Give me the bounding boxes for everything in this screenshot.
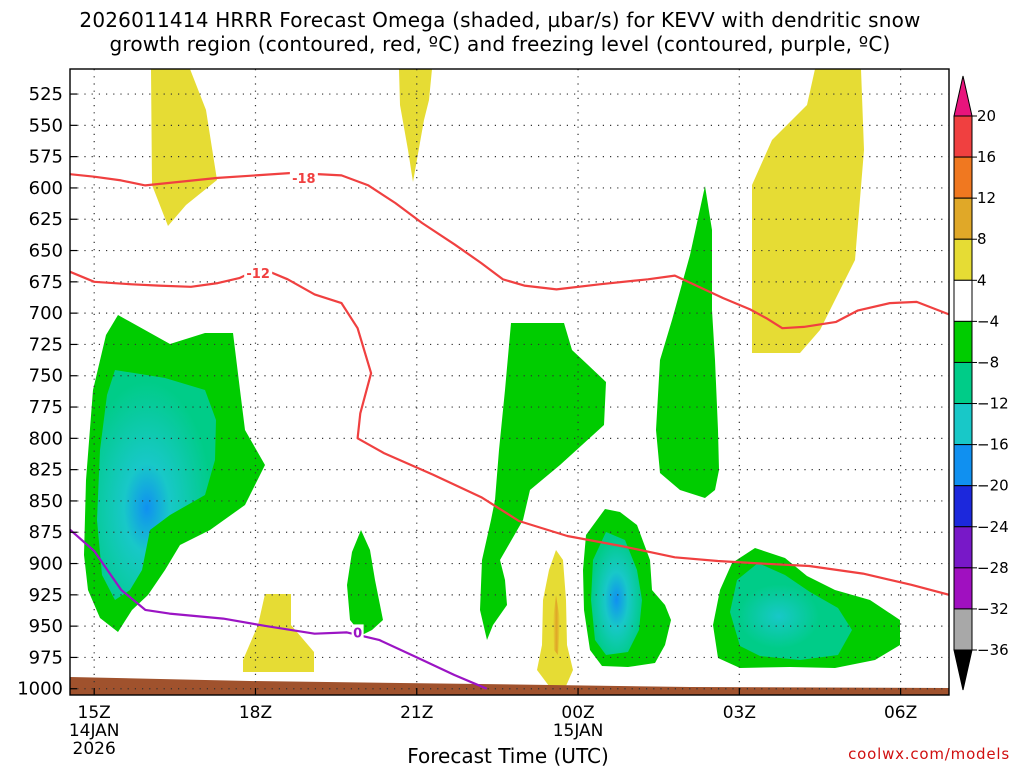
colorbar-swatch <box>953 403 973 446</box>
colorbar-swatch-bottom-arrow <box>953 649 973 691</box>
contour-label: -18 <box>292 172 316 187</box>
x-tick-year-label: 2026 <box>73 739 116 759</box>
colorbar-swatch <box>953 279 973 322</box>
omega-shade-positive-8 <box>553 595 560 655</box>
chart-title-line-1: 2026011414 HRRR Forecast Omega (shaded, … <box>79 8 921 32</box>
y-axis: 525 550 575 600 625 650 675 700 725 750 775 800 825 8… <box>17 84 77 700</box>
colorbar-tick-label: 4 <box>977 271 987 289</box>
site-credit[interactable]: coolwx.com/models <box>848 745 1010 763</box>
y-tick-label: 850 <box>29 491 63 512</box>
colorbar-tick-label: 16 <box>977 148 996 166</box>
colorbar-tick-label: −20 <box>977 477 1009 495</box>
colorbar-swatch <box>953 526 973 569</box>
y-tick-label: 525 <box>29 84 63 105</box>
colorbar-swatch <box>953 485 973 528</box>
y-tick-label: 825 <box>29 460 63 481</box>
x-tick-label: 21Z <box>400 703 433 723</box>
contour-label: 0 <box>353 626 362 641</box>
contour-line <box>70 267 949 596</box>
colorbar-tick-label: −28 <box>977 559 1009 577</box>
x-axis-label: Forecast Time (UTC) <box>407 744 609 768</box>
x-tick-label: 06Z <box>884 703 917 723</box>
colorbar-tick-label: −16 <box>977 436 1009 454</box>
colorbar-tick-label: 12 <box>977 189 996 207</box>
colorbar-tick-label: −36 <box>977 641 1009 659</box>
y-tick-label: 800 <box>29 428 63 449</box>
contour-label-background <box>351 624 364 640</box>
temperature-contours <box>70 171 949 690</box>
contour-label: -12 <box>246 267 270 282</box>
y-tick-label: 750 <box>29 366 63 387</box>
x-tick-label: 00Z <box>561 703 594 723</box>
omega-shade-positive <box>752 69 864 353</box>
y-tick-label: 700 <box>29 303 63 324</box>
colorbar-swatch <box>953 608 973 651</box>
contour-label-background <box>289 169 318 185</box>
omega-shading <box>70 69 949 695</box>
y-tick-label: 550 <box>29 115 63 136</box>
omega-shade-negative <box>656 186 719 498</box>
contour-line <box>70 171 949 330</box>
y-tick-label: 900 <box>29 554 63 575</box>
omega-shade-negative-8 <box>730 563 852 660</box>
omega-shade-negative-8 <box>591 532 642 655</box>
y-tick-label: 650 <box>29 241 63 262</box>
omega-shade-positive <box>151 69 217 226</box>
y-tick-label: 975 <box>29 647 63 668</box>
colorbar-swatch <box>953 320 973 363</box>
colorbar-tick-label: −4 <box>977 312 999 330</box>
omega-shade-positive <box>399 69 432 182</box>
x-tick-label: 03Z <box>723 703 756 723</box>
y-tick-label: 775 <box>29 397 63 418</box>
x-tick-label: 18Z <box>239 703 272 723</box>
x-tick-date-label: 15JAN <box>553 721 604 741</box>
colorbar-tick-label: −24 <box>977 518 1009 536</box>
omega-colorbar: 20 16 12 8 4 −4 −8 −12 −16 −20 −24 −28 −32 −36 <box>953 75 1009 691</box>
colorbar-tick-label: −32 <box>977 600 1009 618</box>
contour-labels: -18 -12 0 <box>244 169 364 641</box>
colorbar-swatch <box>953 444 973 487</box>
colorbar-tick-label: −12 <box>977 395 1009 413</box>
colorbar-swatch-top-arrow <box>953 75 973 117</box>
y-tick-label: 875 <box>29 522 63 543</box>
y-tick-label: 675 <box>29 272 63 293</box>
chart-title-line-2: growth region (contoured, red, ºC) and f… <box>109 32 891 56</box>
colorbar-swatch <box>953 361 973 405</box>
y-tick-label: 950 <box>29 616 63 637</box>
colorbar-tick-label: 8 <box>977 230 987 248</box>
x-tick-date-label: 14JAN <box>69 721 120 741</box>
colorbar-swatch <box>953 567 973 610</box>
y-tick-label: 1000 <box>17 679 63 700</box>
omega-shade-negative-8 <box>97 370 216 600</box>
colorbar-swatch <box>953 156 973 199</box>
omega-shade-negative <box>347 530 383 635</box>
x-tick-label: 15Z <box>78 703 111 723</box>
contour-line <box>70 528 488 690</box>
contour-label-background <box>244 265 273 281</box>
y-tick-label: 925 <box>29 585 63 606</box>
omega-shade-positive <box>243 594 314 672</box>
terrain-surface <box>70 677 949 695</box>
colorbar-swatch <box>953 238 973 281</box>
omega-shade-negative <box>480 323 606 640</box>
colorbar-swatch <box>953 197 973 240</box>
colorbar-tick-label: 20 <box>977 107 996 125</box>
y-tick-label: 725 <box>29 334 63 355</box>
colorbar-tick-label: −8 <box>977 353 999 371</box>
y-tick-label: 625 <box>29 209 63 230</box>
y-tick-label: 575 <box>29 147 63 168</box>
plot-frame <box>69 68 950 696</box>
y-tick-label: 600 <box>29 178 63 199</box>
colorbar-swatch <box>953 115 973 158</box>
